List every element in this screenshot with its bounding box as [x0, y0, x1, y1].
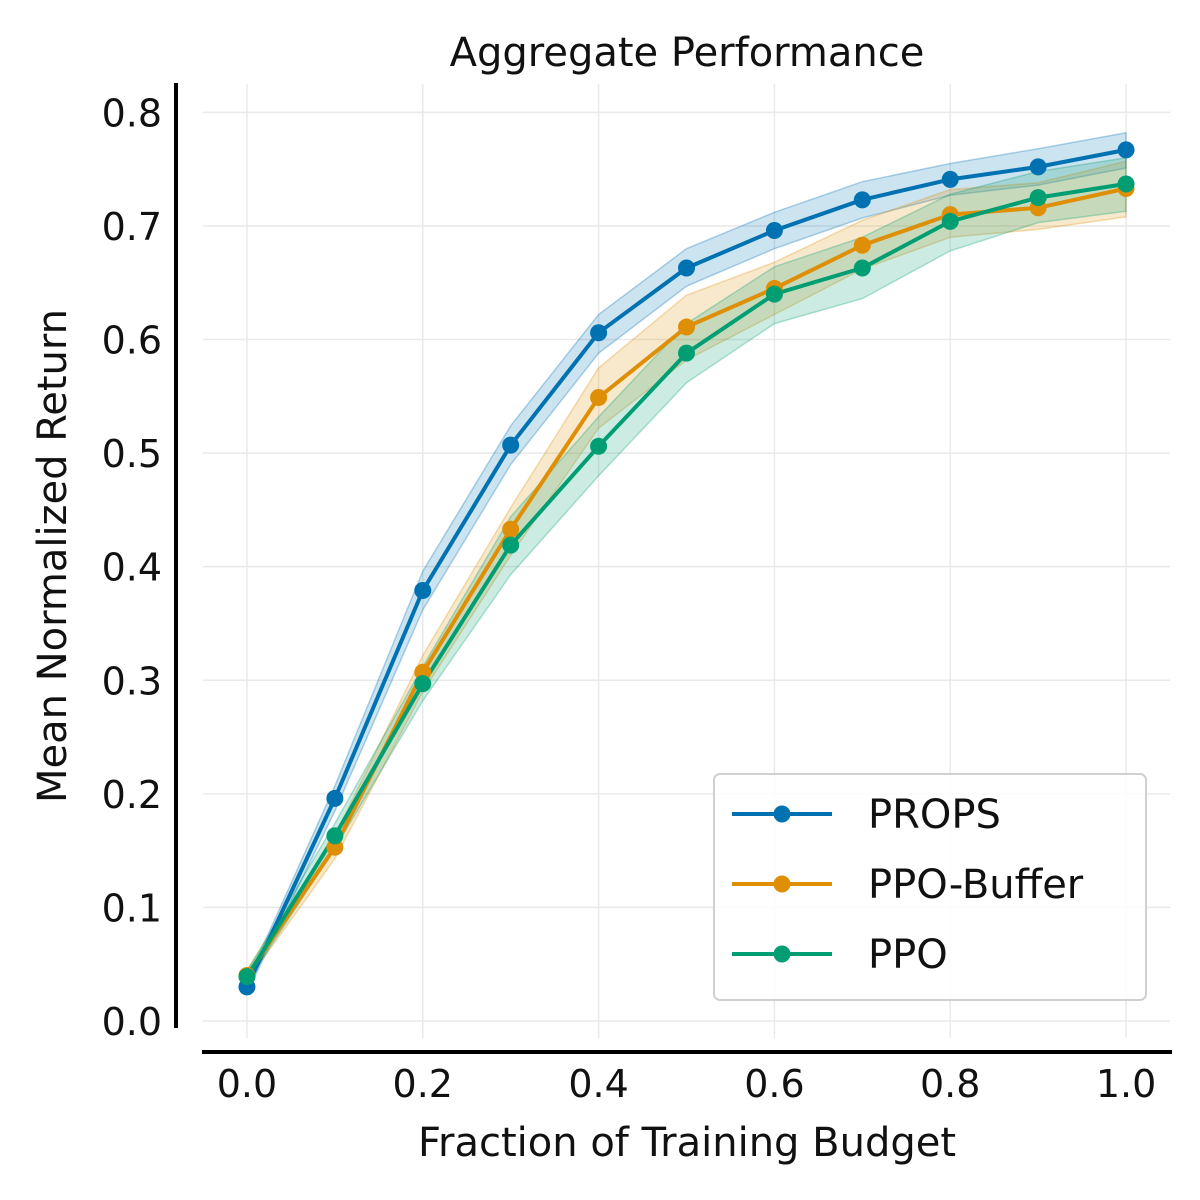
y-tick-label: 0.3: [102, 659, 162, 703]
x-tick-label: 0.4: [568, 1062, 628, 1106]
y-tick-label: 0.5: [102, 432, 162, 476]
x-tick-label: 0.2: [393, 1062, 453, 1106]
y-tick-label: 0.0: [102, 1000, 162, 1044]
point-ppo: [1117, 175, 1135, 193]
point-props: [502, 436, 520, 454]
point-ppo: [765, 285, 783, 303]
point-props: [414, 582, 432, 600]
point-props: [678, 259, 695, 277]
point-ppo-buffer: [678, 318, 695, 336]
point-props: [941, 170, 959, 188]
point-ppo-buffer: [853, 236, 871, 254]
legend-frame: [713, 773, 1147, 1001]
point-props: [1029, 158, 1047, 176]
point-ppo: [1029, 189, 1047, 207]
y-tick-label: 0.7: [102, 205, 162, 249]
point-ppo: [326, 827, 344, 845]
point-ppo-buffer: [502, 520, 520, 538]
legend-marker-ppo-buffer: [773, 875, 791, 893]
point-ppo-buffer: [590, 388, 608, 406]
point-ppo: [590, 437, 608, 455]
point-ppo: [502, 536, 520, 554]
y-tick-label: 0.4: [102, 546, 162, 590]
point-ppo: [678, 344, 695, 362]
band-props: [246, 131, 1127, 993]
legend-label-ppo: PPO: [868, 932, 948, 978]
point-props: [326, 789, 344, 807]
legend-marker-ppo: [773, 945, 791, 963]
x-tick-label: 0.8: [920, 1062, 980, 1106]
y-tick-label: 0.8: [102, 91, 162, 135]
y-tick-label: 0.6: [102, 319, 162, 363]
legend-label-props: PROPS: [868, 792, 1001, 838]
point-props: [1117, 141, 1135, 159]
y-tick-label: 0.2: [102, 773, 162, 817]
x-axis-label: Fraction of Training Budget: [418, 1120, 956, 1166]
point-props: [590, 324, 608, 342]
point-ppo: [853, 259, 871, 277]
series-markers: [238, 141, 1135, 996]
y-tick-label: 0.1: [102, 886, 162, 930]
x-tick-label: 0.6: [744, 1062, 804, 1106]
legend-label-ppo-buffer: PPO-Buffer: [868, 862, 1084, 908]
chart-title: Aggregate Performance: [450, 30, 925, 76]
point-props: [765, 222, 783, 240]
legend-marker-props: [773, 805, 791, 823]
y-tick-labels: 0.0 0.1 0.2 0.3 0.4 0.5 0.6 0.7 0.8: [102, 91, 162, 1044]
x-tick-label: 1.0: [1096, 1062, 1156, 1106]
point-ppo: [238, 968, 256, 986]
legend-entries: PROPS PPO-Buffer PPO: [732, 792, 1084, 978]
point-props: [853, 191, 871, 209]
point-ppo: [414, 675, 432, 693]
legend: PROPS PPO-Buffer PPO: [713, 773, 1147, 1001]
x-tick-label: 0.0: [217, 1062, 277, 1106]
band-ppo: [246, 156, 1127, 985]
x-tick-labels: 0.0 0.2 0.4 0.6 0.8 1.0: [217, 1062, 1157, 1106]
point-ppo: [941, 212, 959, 230]
y-axis-label: Mean Normalized Return: [30, 309, 76, 803]
